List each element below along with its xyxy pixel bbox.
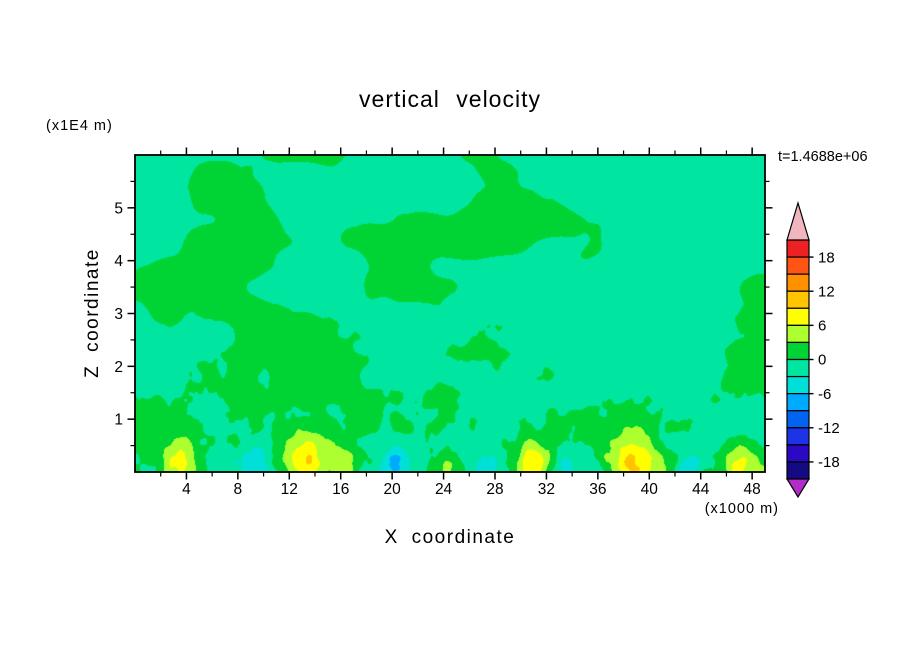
y-tick-label: 5 [114,200,123,217]
colorbar-segment [786,393,810,412]
colorbar-label: -12 [818,420,840,437]
x-tick-label: 20 [384,481,402,498]
x-tick-label: 12 [281,481,298,498]
colorbar-segment [786,341,810,361]
y-axis-label: Z coordinate [82,248,103,378]
colorbar-segment [786,410,810,429]
colorbar-label: 0 [818,352,826,369]
colorbar-segment [786,427,810,446]
colorbar-segment [786,444,810,463]
x-tick-label: 36 [589,481,606,498]
y-tick-label: 1 [114,412,123,429]
x-tick-label: 44 [692,481,710,498]
time-annotation: t=1.4688e+06 [778,149,868,165]
colorbar-segment [786,273,810,292]
y-tick-label: 2 [114,359,123,376]
colorbar-label: 6 [818,318,826,335]
x-axis-units: (x1000 m) [704,501,779,517]
colorbar-segment [786,324,810,344]
x-tick-label: 40 [641,481,659,498]
x-tick-label: 8 [234,481,243,498]
x-tick-label: 28 [486,481,503,498]
y-tick-label: 3 [114,306,123,323]
colorbar-segment [786,375,810,395]
x-tick-label: 32 [538,481,555,498]
plot-title: vertical velocity [359,86,541,112]
colorbar-segment [786,461,810,480]
x-tick-label: 16 [332,481,349,498]
colorbar-label: -18 [818,454,840,471]
x-tick-label: 4 [182,481,191,498]
colorbar-label: 18 [818,249,835,266]
colorbar-label: 12 [818,283,835,300]
colorbar-under-arrow [785,478,811,499]
x-tick-label: 24 [435,481,453,498]
colorbar-segment [786,290,810,309]
colorbar-label: -6 [818,386,831,403]
colorbar-segment [786,239,810,258]
y-axis-units: (x1E4 m) [46,118,113,134]
colorbar-segment [786,307,810,326]
x-axis-label: X coordinate [384,527,516,548]
x-tick-label: 48 [744,481,761,498]
colorbar-over-arrow [786,200,810,241]
contour-field [135,155,765,472]
colorbar-segment [786,358,810,378]
y-tick-label: 4 [114,253,123,270]
colorbar-segment [786,256,810,275]
